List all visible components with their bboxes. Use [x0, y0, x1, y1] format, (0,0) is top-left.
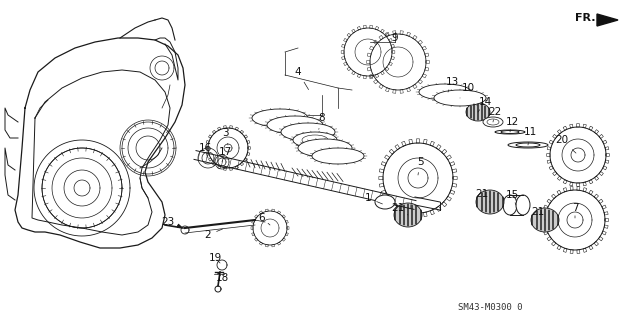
Text: 13: 13: [445, 77, 459, 92]
Text: 8: 8: [319, 113, 325, 129]
Ellipse shape: [312, 148, 364, 164]
Ellipse shape: [298, 139, 352, 157]
Text: FR.: FR.: [575, 13, 595, 23]
Text: SM43-M0300 0: SM43-M0300 0: [458, 303, 522, 313]
Ellipse shape: [434, 90, 486, 106]
Text: 22: 22: [488, 107, 502, 122]
Ellipse shape: [375, 195, 395, 209]
Text: 15: 15: [506, 190, 518, 205]
Ellipse shape: [302, 135, 328, 145]
Text: 21: 21: [476, 189, 490, 202]
Ellipse shape: [501, 130, 519, 133]
Ellipse shape: [466, 103, 490, 121]
Text: 19: 19: [209, 253, 221, 263]
Text: 7: 7: [572, 203, 579, 218]
Text: 14: 14: [478, 97, 492, 112]
Ellipse shape: [516, 195, 530, 215]
Ellipse shape: [476, 190, 504, 214]
Ellipse shape: [503, 195, 517, 215]
Ellipse shape: [267, 116, 323, 134]
Text: 18: 18: [216, 273, 228, 283]
Ellipse shape: [487, 119, 499, 125]
Text: 11: 11: [524, 127, 536, 145]
Text: 3: 3: [221, 128, 228, 145]
Text: 2: 2: [205, 229, 223, 240]
Ellipse shape: [516, 143, 540, 147]
Ellipse shape: [531, 208, 559, 232]
Polygon shape: [597, 14, 618, 26]
Text: 12: 12: [506, 117, 518, 132]
Text: 16: 16: [198, 143, 212, 158]
Ellipse shape: [483, 117, 503, 127]
Ellipse shape: [394, 203, 422, 227]
Ellipse shape: [508, 142, 548, 148]
Text: 17: 17: [218, 147, 232, 162]
Text: 23: 23: [161, 217, 178, 227]
Ellipse shape: [252, 109, 308, 127]
Text: 6: 6: [259, 213, 270, 225]
Text: 5: 5: [417, 157, 423, 175]
Text: 21: 21: [392, 203, 408, 215]
Ellipse shape: [419, 84, 471, 100]
Text: 20: 20: [556, 135, 576, 153]
Text: 21: 21: [531, 207, 545, 220]
Text: 10: 10: [460, 83, 475, 98]
Ellipse shape: [293, 132, 337, 148]
Ellipse shape: [281, 123, 335, 141]
Ellipse shape: [495, 130, 525, 134]
Text: 1: 1: [365, 193, 383, 204]
Text: 9: 9: [392, 33, 398, 49]
Text: 4: 4: [294, 67, 308, 90]
